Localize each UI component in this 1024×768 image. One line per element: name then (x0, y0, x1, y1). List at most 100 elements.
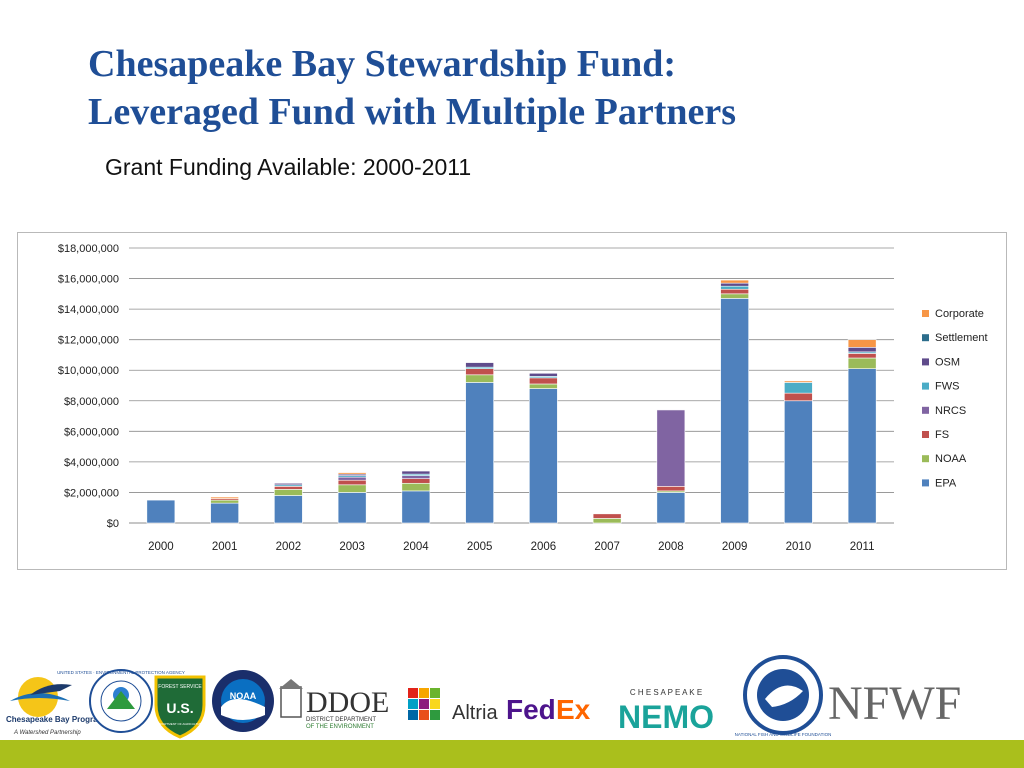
bar-segment-nrcs (401, 475, 431, 479)
bar-segment-epa (784, 400, 813, 524)
y-tick-label: $4,000,000 (64, 457, 119, 469)
bar-segment-fs (720, 288, 749, 295)
legend-swatch (922, 334, 929, 342)
fs-top-text: FOREST SERVICE (158, 684, 202, 690)
bar-segment-epa (656, 492, 686, 524)
legend-swatch (922, 358, 929, 366)
epa-ring-text: UNITED STATES · ENVIRONMENTAL PROTECTION… (57, 670, 185, 675)
bar-segment-epa (529, 388, 558, 524)
legend-label: NRCS (935, 405, 966, 417)
bar-segment-epa (274, 495, 303, 524)
bar-segment-noaa (337, 484, 367, 493)
legend-label: Corporate (935, 308, 984, 320)
noaa-text: NOAA (230, 691, 257, 701)
y-tick-label: $6,000,000 (64, 426, 119, 438)
bar-segment-corporate (720, 279, 749, 284)
legend-swatch (922, 431, 929, 438)
epa-logo: UNITED STATES · ENVIRONMENTAL PROTECTION… (57, 669, 185, 733)
ddoe-line-1: DISTRICT DEPARTMENT (306, 717, 376, 723)
fedex-logo: Fed Ex (506, 694, 591, 725)
x-tick-label: 2011 (850, 541, 875, 553)
title-line-2: Leveraged Fund with Multiple Partners (88, 91, 737, 133)
legend-swatch (922, 479, 929, 487)
chesapeake-nemo-logo: C H E S A P E A K E NEMO (618, 688, 714, 735)
chart-container: $0 $2,000,000 $4,000,000 $6,000,000 $8,000,0… (17, 232, 1007, 570)
altria-text: Altria (452, 702, 498, 724)
y-tick-label: $12,000,000 (58, 335, 119, 347)
x-tick-label: 2005 (467, 541, 493, 553)
cbp-tagline: A Watershed Partnership (13, 730, 81, 736)
partner-logo-strip: Chesapeake Bay Progra A Watershed Partne… (6, 655, 961, 739)
stacked-bar-chart: $0 $2,000,000 $4,000,000 $6,000,000 $8,000,0… (58, 243, 988, 553)
bar-segment-noaa (529, 383, 558, 389)
bar-segment-fs (401, 478, 431, 484)
y-tick-label: $14,000,000 (58, 304, 119, 316)
ddoe-acronym: DDOE (306, 686, 389, 719)
bar-segment-noaa (847, 357, 877, 369)
bar-segment-fs (847, 353, 877, 359)
x-tick-label: 2003 (339, 541, 365, 553)
bar-segment-osm (529, 372, 558, 377)
ddoe-line-2: OF THE ENVIRONMENT (306, 724, 374, 730)
bar-segment-epa (210, 502, 239, 524)
bar-segment-fs (784, 392, 813, 402)
bar-segment-fs (529, 377, 558, 385)
legend-label: FWS (935, 381, 959, 393)
legend-label: NOAA (935, 453, 967, 465)
bar-segment-fs (337, 479, 367, 486)
fedex-ex: Ex (556, 694, 591, 725)
bar-segment-osm (465, 362, 494, 368)
title-line-1: Chesapeake Bay Stewardship Fund: (88, 43, 677, 85)
fs-us-text: U.S. (166, 700, 193, 716)
bar-segment-fs (592, 513, 622, 519)
fedex-fed: Fed (506, 694, 556, 725)
bar-segment-noaa (720, 293, 749, 299)
bar-segment-osm (847, 347, 877, 353)
legend-swatch (922, 406, 929, 414)
x-tick-label: 2004 (403, 541, 429, 553)
y-tick-label: $10,000,000 (58, 365, 119, 377)
x-tick-label: 2001 (212, 541, 238, 553)
bottom-accent-bar (0, 740, 1024, 768)
ddoe-logo: DDOE DISTRICT DEPARTMENT OF THE ENVIRONM… (279, 679, 389, 730)
x-tick-label: 2007 (594, 541, 620, 553)
bar-segment-osm (720, 282, 749, 287)
bar-segment-noaa (465, 374, 494, 383)
bar-segment-corporate (210, 496, 239, 499)
bar-segment-epa (401, 490, 431, 524)
x-tick-label: 2002 (276, 541, 302, 553)
y-tick-label: $0 (107, 518, 119, 530)
slide-title: Chesapeake Bay Stewardship Fund: Leverag… (88, 40, 988, 136)
cbp-name: Chesapeake Bay Progra (6, 715, 98, 724)
legend-label: EPA (935, 477, 957, 489)
y-tick-label: $2,000,000 (64, 487, 119, 499)
nfwf-logo: NATIONAL FISH AND WILDLIFE FOUNDATION NF… (735, 655, 961, 737)
legend-swatch (922, 382, 929, 390)
bar-segment-epa (847, 368, 877, 524)
fs-bottom-text: DEPARTMENT OF AGRICULTURE (156, 722, 203, 726)
x-tick-label: 2006 (531, 541, 557, 553)
legend-label: FS (935, 429, 949, 441)
bar-segment-noaa (274, 489, 303, 496)
y-tick-label: $16,000,000 (58, 274, 119, 286)
legend-swatch (922, 455, 929, 463)
legend-label: OSM (935, 356, 960, 368)
bar-segment-noaa (592, 518, 622, 524)
bar-segment-noaa (210, 499, 239, 504)
nfwf-ring-text: NATIONAL FISH AND WILDLIFE FOUNDATION (735, 732, 832, 737)
bar-segment-osm (401, 470, 431, 475)
x-tick-label: 2010 (786, 541, 812, 553)
nemo-top: C H E S A P E A K E (630, 688, 702, 697)
x-tick-label: 2008 (658, 541, 684, 553)
nemo-main: NEMO (618, 699, 714, 735)
y-tick-label: $8,000,000 (64, 396, 119, 408)
nfwf-text: NFWF (828, 677, 961, 730)
bar-segment-nrcs (337, 476, 367, 481)
bar-segment-epa (337, 492, 367, 524)
legend-label: Settlement (935, 332, 988, 344)
bar-segment-corporate (337, 472, 367, 475)
bar-segment-osm (274, 482, 303, 486)
forest-service-logo: FOREST SERVICE U.S. DEPARTMENT OF AGRICU… (154, 675, 206, 739)
altria-logo: Altria (408, 688, 498, 724)
bar-segment-fs (656, 486, 686, 492)
